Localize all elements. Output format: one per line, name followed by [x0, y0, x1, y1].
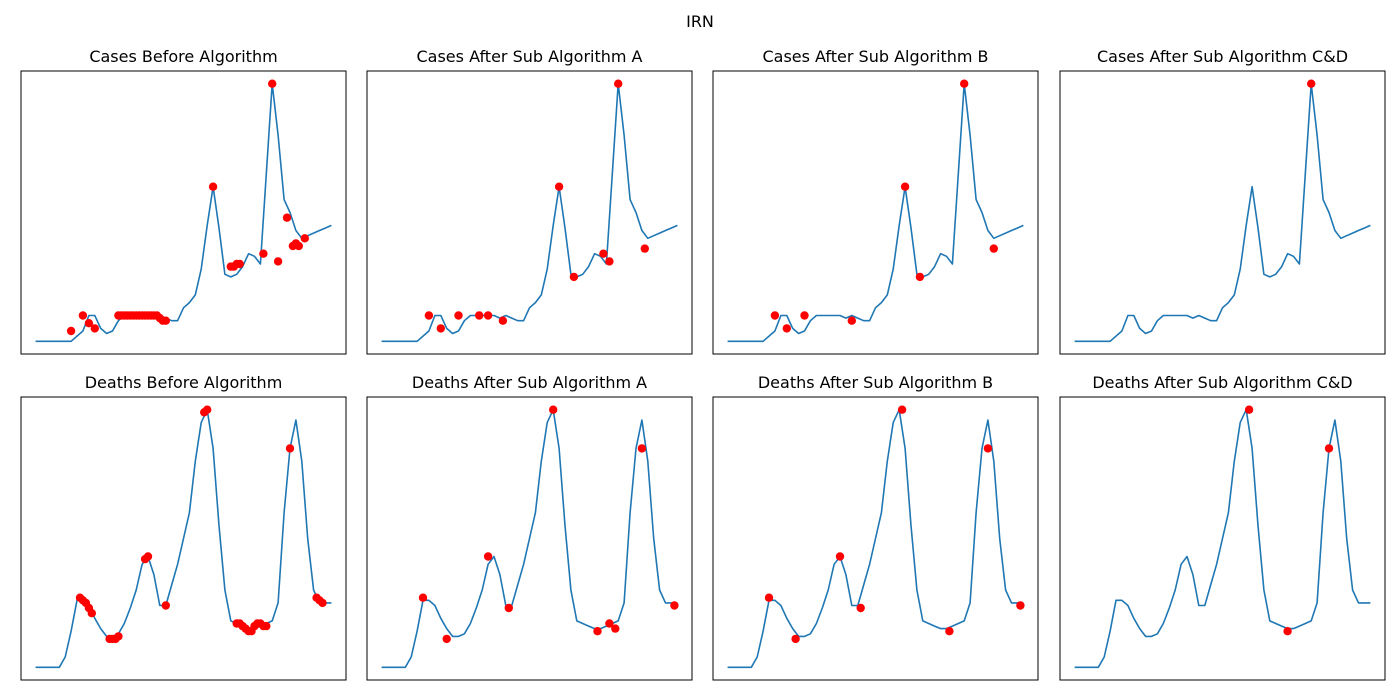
axes-frame: [20, 396, 347, 681]
axes-frame: [366, 396, 693, 681]
peak-marker: [960, 79, 969, 88]
peak-marker: [84, 319, 94, 328]
peak-marker: [847, 316, 856, 325]
peak-marker: [897, 405, 907, 414]
peak-marker: [599, 249, 608, 258]
axes-frame: [1059, 70, 1386, 355]
subplot-title: Deaths After Sub Algorithm A: [412, 373, 647, 392]
figure-title: IRN: [686, 12, 714, 31]
axes-frame: [712, 396, 1039, 681]
axes-frame: [20, 70, 347, 355]
peak-marker: [945, 627, 954, 636]
subplot-6: Deaths After Sub Algorithm A: [366, 373, 693, 681]
peak-marker: [203, 405, 212, 414]
subplot-1: Cases Before Algorithm: [20, 47, 347, 355]
series-line: [35, 82, 332, 343]
peak-marker: [140, 554, 150, 564]
peak-marker: [593, 627, 602, 636]
peak-marker: [770, 311, 780, 320]
peak-marker: [791, 634, 800, 644]
peak-marker: [640, 244, 649, 253]
peak-marker: [900, 182, 910, 191]
peak-marker: [483, 552, 493, 561]
peak-marker: [90, 324, 100, 333]
peak-marker: [282, 213, 292, 222]
peak-marker: [569, 272, 579, 282]
peak-marker: [764, 593, 774, 602]
peak-marker: [782, 324, 791, 333]
subplot-title: Cases After Sub Algorithm A: [416, 47, 642, 66]
peak-marker: [611, 624, 620, 633]
peak-marker: [424, 311, 434, 320]
subplot-title: Cases Before Algorithm: [89, 47, 277, 66]
peak-marker: [1324, 444, 1334, 453]
peak-marker: [78, 311, 88, 320]
peak-marker: [989, 244, 998, 253]
subplot-grid: Cases Before Algorithm Cases After Sub Al…: [20, 47, 1386, 681]
subplot-2: Cases After Sub Algorithm A: [366, 47, 693, 355]
subplot-7: Deaths After Sub Algorithm B: [712, 373, 1039, 681]
peak-marker: [262, 621, 271, 631]
peak-marker: [483, 311, 493, 320]
peak-marker: [235, 259, 244, 269]
peak-marker: [442, 634, 451, 644]
subplot-title: Deaths Before Algorithm: [85, 373, 283, 392]
series-line: [727, 82, 1024, 343]
subplot-8: Deaths After Sub Algorithm C&D: [1059, 373, 1386, 681]
peak-marker: [318, 598, 327, 608]
peak-marker: [273, 257, 283, 266]
series-line: [35, 408, 332, 669]
peak-marker: [66, 326, 76, 336]
peak-marker: [856, 603, 865, 613]
peak-marker: [800, 311, 809, 320]
peak-marker: [835, 552, 845, 561]
peak-marker: [436, 324, 445, 333]
subplot-title: Cases After Sub Algorithm C&D: [1097, 47, 1348, 66]
peak-marker: [605, 619, 614, 628]
peak-marker: [1307, 79, 1316, 88]
peak-marker: [259, 249, 268, 258]
peak-marker: [285, 444, 295, 453]
axes-frame: [712, 70, 1039, 355]
peak-marker: [87, 609, 97, 618]
subplot-title: Deaths After Sub Algorithm B: [758, 373, 993, 392]
subplot-5: Deaths Before Algorithm: [20, 373, 347, 681]
peak-marker: [549, 405, 558, 414]
subplot-4: Cases After Sub Algorithm C&D: [1059, 47, 1386, 355]
subplot-title: Cases After Sub Algorithm B: [762, 47, 988, 66]
peak-marker: [504, 603, 513, 613]
series-line: [727, 408, 1024, 669]
peak-marker: [268, 79, 277, 88]
subplot-title: Deaths After Sub Algorithm C&D: [1092, 373, 1352, 392]
peak-marker: [498, 316, 508, 325]
peak-marker: [554, 182, 564, 191]
series-line: [381, 408, 678, 669]
series-line: [381, 82, 678, 343]
peak-marker: [161, 601, 170, 610]
axes-frame: [366, 70, 693, 355]
peak-marker: [637, 444, 647, 453]
peak-marker: [161, 316, 170, 325]
series-line: [1074, 408, 1371, 669]
peak-marker: [454, 311, 463, 320]
subplot-3: Cases After Sub Algorithm B: [712, 47, 1039, 355]
peak-marker: [983, 444, 993, 453]
peak-marker: [475, 311, 484, 320]
series-line: [1074, 82, 1371, 343]
peak-marker: [1244, 405, 1254, 414]
peak-marker: [605, 257, 614, 266]
peak-marker: [670, 601, 679, 610]
peak-marker: [915, 272, 925, 282]
peak-marker: [114, 632, 123, 641]
peak-marker: [291, 239, 301, 248]
peak-marker: [1016, 601, 1025, 610]
peak-marker: [208, 182, 218, 191]
peak-marker: [1283, 627, 1292, 636]
peak-marker: [614, 79, 623, 88]
peak-marker: [418, 593, 428, 602]
axes-frame: [1059, 396, 1386, 681]
peak-marker: [300, 234, 309, 243]
